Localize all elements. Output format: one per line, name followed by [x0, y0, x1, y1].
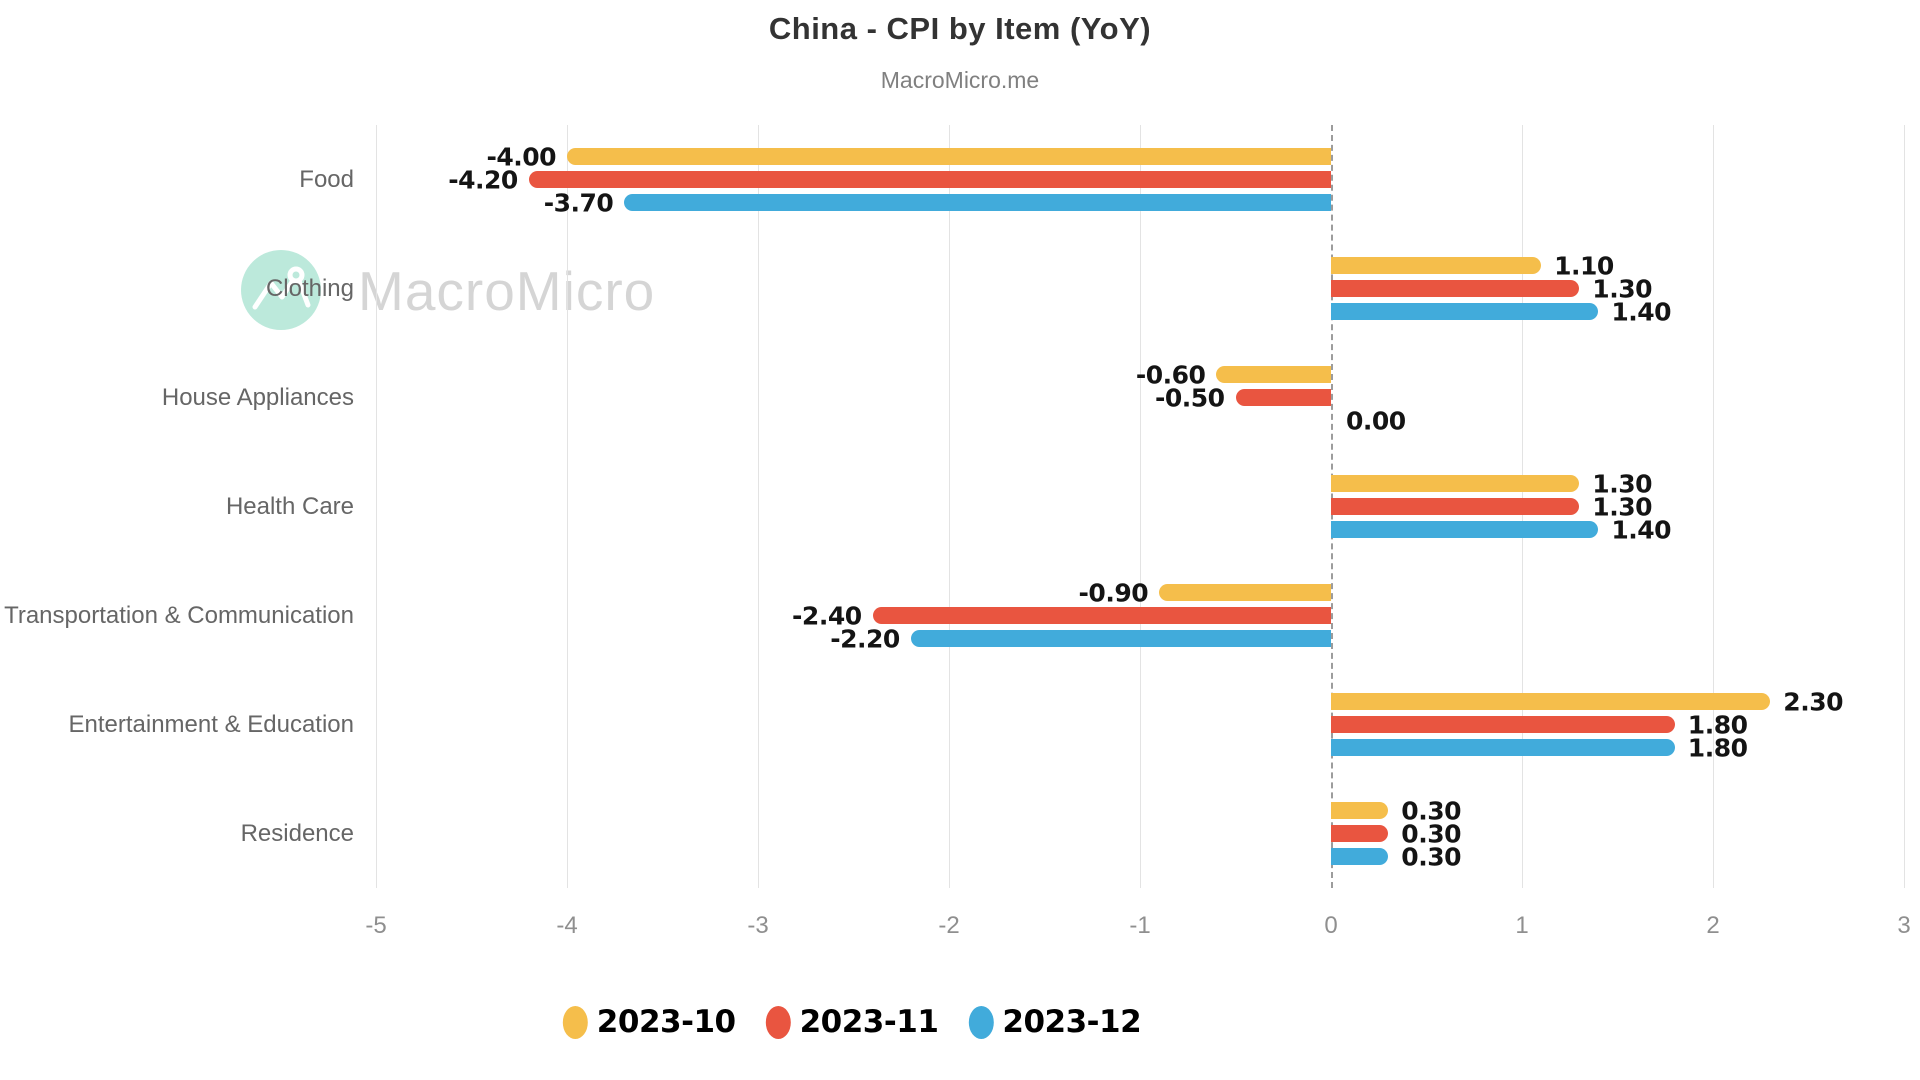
legend-item-2023-11[interactable]: 2023-11 [765, 1004, 939, 1040]
bar-2023-11-clothing[interactable] [1331, 280, 1580, 297]
bar-2023-10-house-appliances[interactable] [1216, 366, 1331, 383]
category-label: Transportation & Communication [4, 601, 354, 629]
legend-item-2023-12[interactable]: 2023-12 [968, 1004, 1142, 1040]
legend-item-2023-10[interactable]: 2023-10 [562, 1004, 736, 1040]
value-label: -2.40 [792, 601, 862, 630]
gridline [1140, 125, 1141, 888]
bar-2023-10-food[interactable] [567, 148, 1331, 165]
x-tick-label: -2 [938, 912, 960, 939]
bar-2023-12-transportation-communication[interactable] [910, 630, 1331, 647]
legend-swatch-icon [968, 1005, 994, 1039]
bar-2023-12-entertainment-education[interactable] [1331, 739, 1675, 756]
value-label: 1.10 [1554, 251, 1614, 280]
chart-title: China - CPI by Item (YoY) [768, 11, 1152, 46]
value-label: -0.90 [1078, 578, 1149, 607]
bar-2023-11-health-care[interactable] [1331, 498, 1580, 515]
value-label: 0.30 [1401, 796, 1461, 825]
value-label: 1.80 [1687, 733, 1748, 762]
value-label: 2.30 [1783, 687, 1843, 716]
bar-2023-11-house-appliances[interactable] [1235, 389, 1331, 406]
gridline [949, 125, 950, 888]
bar-2023-12-clothing[interactable] [1331, 303, 1599, 320]
gridline [758, 125, 759, 888]
value-label: -3.70 [543, 188, 614, 217]
bar-2023-11-transportation-communication[interactable] [872, 607, 1331, 624]
x-tick-label: 1 [1515, 912, 1529, 939]
value-label: 0.30 [1401, 842, 1461, 871]
value-label: 1.30 [1592, 492, 1652, 521]
bar-2023-11-entertainment-education[interactable] [1331, 716, 1675, 733]
macromicro-logo-icon [241, 250, 321, 330]
x-tick-label: 3 [1897, 912, 1911, 939]
gridline [1904, 125, 1905, 888]
mountain-icon [252, 266, 311, 310]
x-tick-label: -4 [556, 912, 578, 939]
bar-2023-10-residence[interactable] [1331, 802, 1389, 819]
value-label: 1.80 [1687, 710, 1748, 739]
bar-2023-10-entertainment-education[interactable] [1331, 693, 1771, 710]
value-label: 0.00 [1346, 406, 1406, 435]
gridline [567, 125, 568, 888]
x-tick-label: 2 [1706, 912, 1720, 939]
legend-label: 2023-10 [596, 1004, 736, 1040]
value-axis: -5 -4 -3 -2 -1 0 1 2 3 [365, 912, 1910, 946]
category-label: Clothing [265, 274, 354, 302]
value-label: 0.30 [1401, 819, 1461, 848]
bar-2023-11-food[interactable] [528, 171, 1331, 188]
plot-area: -4.00 1.10 -0.60 1.30 -0.90 2.30 0.30 -4.20 1.30… [376, 125, 1905, 888]
legend: 2023-10 2023-11 2023-12 [562, 1004, 1142, 1040]
value-label: -4.20 [448, 165, 518, 194]
category-label: House Appliances [161, 383, 354, 411]
category-label: Food [299, 165, 354, 193]
chart-subtitle: MacroMicro.me [880, 67, 1040, 93]
category-axis: Food Clothing House Appliances Health Care T… [0, 125, 354, 888]
bar-2023-10-health-care[interactable] [1331, 475, 1580, 492]
legend-label: 2023-12 [1002, 1004, 1142, 1040]
x-tick-label: -3 [747, 912, 769, 939]
gridline [376, 125, 377, 888]
value-label: -4.00 [486, 142, 556, 171]
bar-2023-12-residence[interactable] [1331, 848, 1389, 865]
category-label: Entertainment & Education [68, 710, 354, 738]
x-tick-label: -1 [1129, 912, 1151, 939]
bar-2023-10-clothing[interactable] [1331, 257, 1542, 274]
gridline [1713, 125, 1714, 888]
bar-2023-12-health-care[interactable] [1331, 521, 1599, 538]
value-label: -2.20 [830, 624, 900, 653]
value-label: -0.60 [1135, 360, 1206, 389]
value-label: -0.50 [1154, 383, 1225, 412]
value-label: 1.40 [1611, 297, 1672, 326]
category-label: Residence [240, 819, 354, 847]
value-label: 1.30 [1592, 274, 1652, 303]
bar-2023-11-residence[interactable] [1331, 825, 1389, 842]
watermark-text: MacroMicro [358, 260, 656, 322]
category-label: Health Care [225, 492, 354, 520]
x-tick-label: -5 [365, 912, 387, 939]
bar-2023-12-food[interactable] [624, 194, 1331, 211]
legend-swatch-icon [562, 1005, 588, 1039]
legend-swatch-icon [765, 1005, 791, 1039]
value-label: 1.40 [1611, 515, 1672, 544]
value-label: 1.30 [1592, 469, 1652, 498]
x-tick-label: 0 [1324, 912, 1338, 939]
bar-2023-10-transportation-communication[interactable] [1159, 584, 1331, 601]
legend-label: 2023-11 [799, 1004, 939, 1040]
